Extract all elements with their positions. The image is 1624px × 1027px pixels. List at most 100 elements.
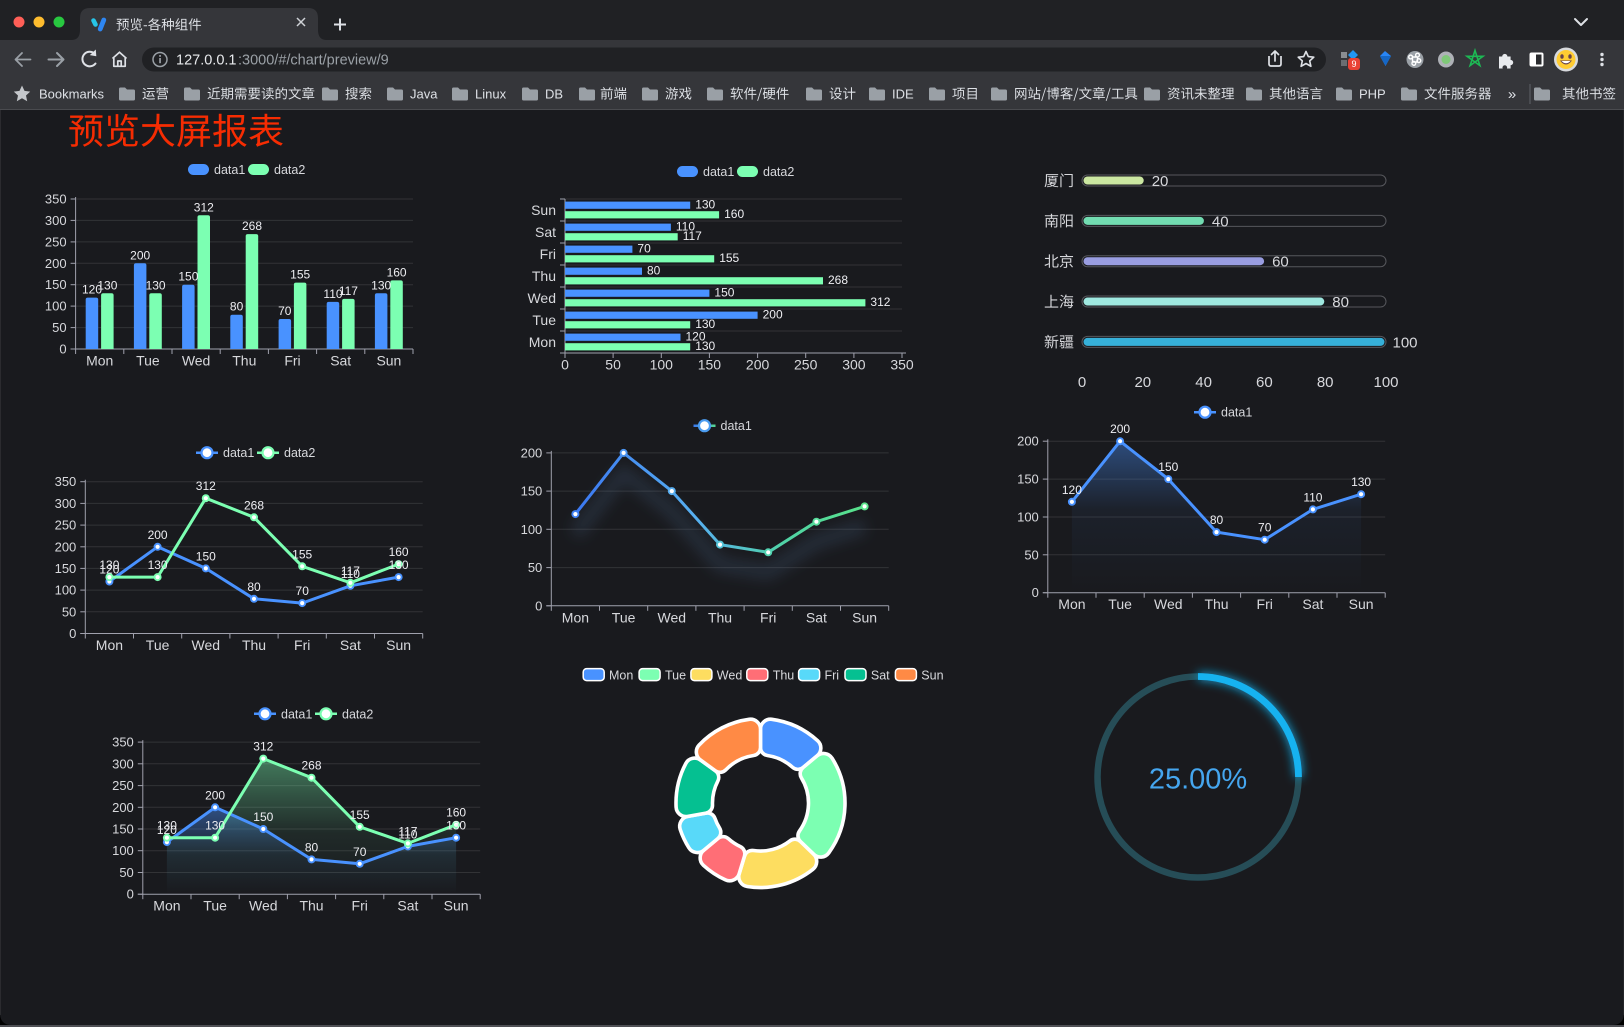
svg-text:Fri: Fri bbox=[294, 637, 310, 653]
svg-text:Thu: Thu bbox=[232, 353, 256, 369]
svg-text:0: 0 bbox=[535, 598, 542, 613]
svg-text:Thu: Thu bbox=[299, 898, 323, 914]
svg-text:0: 0 bbox=[59, 342, 66, 357]
svg-text:Fri: Fri bbox=[540, 246, 556, 262]
svg-text:Sun: Sun bbox=[1349, 596, 1374, 612]
svg-text:Sat: Sat bbox=[535, 224, 556, 240]
svg-text:250: 250 bbox=[112, 778, 134, 793]
svg-text:268: 268 bbox=[242, 219, 262, 233]
svg-text:Fri: Fri bbox=[1257, 596, 1273, 612]
svg-text:117: 117 bbox=[341, 564, 360, 578]
svg-text:150: 150 bbox=[55, 561, 77, 576]
svg-text:80: 80 bbox=[305, 840, 319, 854]
svg-text:200: 200 bbox=[130, 248, 150, 262]
svg-text:350: 350 bbox=[55, 474, 77, 489]
svg-text:70: 70 bbox=[637, 241, 651, 255]
svg-text::3000/#/chart/preview/9: :3000/#/chart/preview/9 bbox=[238, 53, 389, 69]
svg-text:Wed: Wed bbox=[658, 609, 687, 625]
svg-text:Mon: Mon bbox=[529, 334, 556, 350]
svg-text:130: 130 bbox=[695, 197, 715, 211]
svg-text:70: 70 bbox=[296, 584, 310, 598]
svg-text:70: 70 bbox=[1258, 521, 1272, 535]
svg-text:110: 110 bbox=[323, 287, 342, 301]
svg-text:130: 130 bbox=[97, 278, 117, 292]
svg-text:50: 50 bbox=[528, 560, 542, 575]
svg-text:120: 120 bbox=[157, 823, 177, 837]
svg-text:Sun: Sun bbox=[921, 669, 943, 683]
svg-text:150: 150 bbox=[196, 549, 216, 563]
svg-text:130: 130 bbox=[695, 317, 715, 331]
svg-text:Mon: Mon bbox=[609, 669, 633, 683]
svg-text:130: 130 bbox=[157, 819, 177, 833]
svg-text:80: 80 bbox=[1317, 374, 1334, 391]
svg-text:Sat: Sat bbox=[340, 637, 361, 653]
svg-text:100: 100 bbox=[112, 843, 134, 858]
svg-text:130: 130 bbox=[148, 558, 168, 572]
svg-text:130: 130 bbox=[389, 558, 409, 572]
svg-text:117: 117 bbox=[683, 229, 702, 243]
svg-text:25.00%: 25.00% bbox=[1149, 764, 1247, 796]
svg-text:50: 50 bbox=[62, 604, 76, 619]
svg-text:0: 0 bbox=[127, 887, 134, 902]
svg-text:312: 312 bbox=[253, 740, 273, 754]
svg-text:Linux: Linux bbox=[475, 87, 507, 102]
svg-text:117: 117 bbox=[398, 824, 417, 838]
svg-text:50: 50 bbox=[605, 357, 621, 373]
svg-text:130: 130 bbox=[146, 278, 166, 292]
svg-text:data2: data2 bbox=[342, 707, 373, 721]
svg-text:80: 80 bbox=[230, 300, 244, 314]
svg-text:80: 80 bbox=[1210, 513, 1224, 527]
svg-text:268: 268 bbox=[244, 498, 264, 512]
svg-text:Sat: Sat bbox=[330, 353, 351, 369]
svg-text:Mon: Mon bbox=[86, 353, 113, 369]
svg-text:160: 160 bbox=[389, 545, 409, 559]
svg-text:150: 150 bbox=[521, 484, 543, 499]
svg-text:data1: data1 bbox=[281, 707, 312, 721]
svg-text:110: 110 bbox=[1303, 490, 1322, 504]
svg-text:70: 70 bbox=[353, 845, 367, 859]
svg-text:Fri: Fri bbox=[352, 898, 368, 914]
svg-text:300: 300 bbox=[842, 357, 866, 373]
svg-text:160: 160 bbox=[724, 207, 744, 221]
svg-text:Thu: Thu bbox=[242, 637, 266, 653]
svg-text:Sun: Sun bbox=[386, 637, 411, 653]
svg-text:60: 60 bbox=[1272, 254, 1289, 271]
svg-text:110: 110 bbox=[398, 827, 417, 841]
svg-text:200: 200 bbox=[205, 788, 225, 802]
svg-text:Tue: Tue bbox=[146, 637, 170, 653]
svg-text:data1: data1 bbox=[703, 165, 734, 179]
svg-text:150: 150 bbox=[714, 285, 734, 299]
svg-text:155: 155 bbox=[719, 251, 739, 265]
svg-text:Tue: Tue bbox=[532, 312, 556, 328]
svg-text:100: 100 bbox=[1373, 374, 1398, 391]
svg-text:100: 100 bbox=[1017, 510, 1039, 525]
svg-text:150: 150 bbox=[253, 810, 273, 824]
svg-text:200: 200 bbox=[763, 307, 783, 321]
svg-text:200: 200 bbox=[1017, 434, 1039, 449]
svg-text:Wed: Wed bbox=[182, 353, 211, 369]
svg-text:Wed: Wed bbox=[192, 637, 221, 653]
svg-text:160: 160 bbox=[387, 265, 407, 279]
svg-text:Fri: Fri bbox=[760, 609, 776, 625]
svg-text:155: 155 bbox=[292, 547, 312, 561]
svg-text:312: 312 bbox=[196, 479, 216, 493]
svg-text:20: 20 bbox=[1134, 374, 1151, 391]
svg-text:Wed: Wed bbox=[717, 669, 743, 683]
svg-text:Wed: Wed bbox=[527, 290, 556, 306]
svg-text:Mon: Mon bbox=[562, 609, 589, 625]
svg-text:130: 130 bbox=[205, 819, 225, 833]
svg-text:268: 268 bbox=[301, 759, 321, 773]
svg-text:60: 60 bbox=[1256, 374, 1273, 391]
svg-text:127.0.0.1: 127.0.0.1 bbox=[176, 53, 236, 69]
svg-text:Tue: Tue bbox=[1108, 596, 1132, 612]
svg-text:data1: data1 bbox=[223, 446, 254, 460]
svg-text:100: 100 bbox=[650, 357, 674, 373]
svg-text:350: 350 bbox=[890, 357, 914, 373]
svg-text:Fri: Fri bbox=[284, 353, 300, 369]
svg-text:Thu: Thu bbox=[532, 268, 556, 284]
svg-text:300: 300 bbox=[55, 496, 77, 511]
svg-text:150: 150 bbox=[1017, 472, 1039, 487]
svg-text:data2: data2 bbox=[763, 165, 794, 179]
svg-text:Tue: Tue bbox=[612, 609, 636, 625]
svg-text:data2: data2 bbox=[274, 163, 305, 177]
